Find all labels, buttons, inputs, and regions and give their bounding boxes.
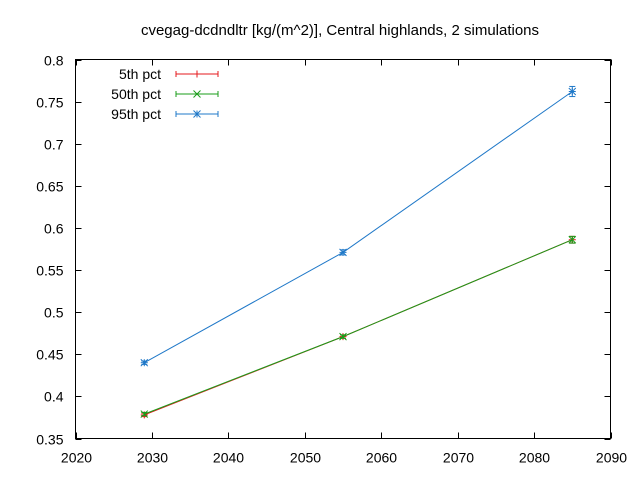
chart-title: cvegag-dcdndltr [kg/(m^2)], Central high… bbox=[141, 22, 539, 39]
legend-entry: 50th pct bbox=[111, 86, 219, 102]
axes: 2020 2030 2040 2050 2060 2070 2080 2090 0.35 0.4 0… bbox=[36, 53, 627, 466]
y-tick-label: 0.4 bbox=[44, 389, 64, 405]
series-50th-pct bbox=[140, 235, 577, 418]
y-tick-label: 0.8 bbox=[44, 53, 64, 69]
legend-marker bbox=[193, 70, 201, 78]
legend-entry: 5th pct bbox=[119, 66, 219, 82]
x-tick-label: 2070 bbox=[443, 450, 474, 466]
series-layer bbox=[140, 85, 577, 419]
data-point bbox=[339, 332, 347, 341]
legend-label: 50th pct bbox=[111, 86, 161, 102]
data-point bbox=[140, 358, 149, 367]
legend-marker bbox=[193, 110, 201, 118]
marker-stroke bbox=[193, 90, 201, 98]
marker-stroke bbox=[339, 332, 347, 341]
marker-stroke bbox=[140, 410, 149, 418]
y-tick-label: 0.5 bbox=[44, 305, 64, 321]
plot-area-frame bbox=[75, 59, 611, 439]
x-tick-label: 2040 bbox=[213, 450, 244, 466]
y-tick-label: 0.45 bbox=[36, 347, 63, 363]
y-tick-label: 0.75 bbox=[36, 95, 63, 111]
data-point bbox=[140, 410, 149, 418]
x-tick-label: 2020 bbox=[61, 450, 92, 466]
y-tick-label: 0.35 bbox=[36, 432, 63, 448]
y-tick-label: 0.65 bbox=[36, 179, 63, 195]
series-5th-pct bbox=[140, 235, 576, 419]
x-tick-label: 2030 bbox=[137, 450, 168, 466]
x-tick-label: 2060 bbox=[366, 450, 397, 466]
legend: 5th pct 50th pct 95th pct bbox=[111, 66, 219, 122]
legend-label: 5th pct bbox=[119, 66, 161, 82]
y-tick-label: 0.7 bbox=[44, 137, 64, 153]
x-tick-label: 2080 bbox=[519, 450, 550, 466]
x-tick-label: 2090 bbox=[596, 450, 627, 466]
x-tick-label: 2050 bbox=[290, 450, 321, 466]
series-line bbox=[144, 91, 573, 364]
data-point bbox=[339, 248, 347, 257]
y-tick-label: 0.6 bbox=[44, 221, 64, 237]
data-point bbox=[568, 235, 577, 244]
marker-stroke bbox=[339, 248, 347, 257]
y-tick-label: 0.55 bbox=[36, 263, 63, 279]
data-point bbox=[568, 87, 577, 96]
marker-stroke bbox=[193, 110, 201, 118]
marker-stroke bbox=[568, 87, 577, 96]
legend-label: 95th pct bbox=[111, 106, 161, 122]
legend-entry: 95th pct bbox=[111, 106, 219, 122]
legend-marker bbox=[193, 90, 201, 98]
marker-stroke bbox=[568, 235, 577, 244]
series-95th-pct bbox=[140, 85, 577, 367]
marker-stroke bbox=[140, 358, 149, 367]
